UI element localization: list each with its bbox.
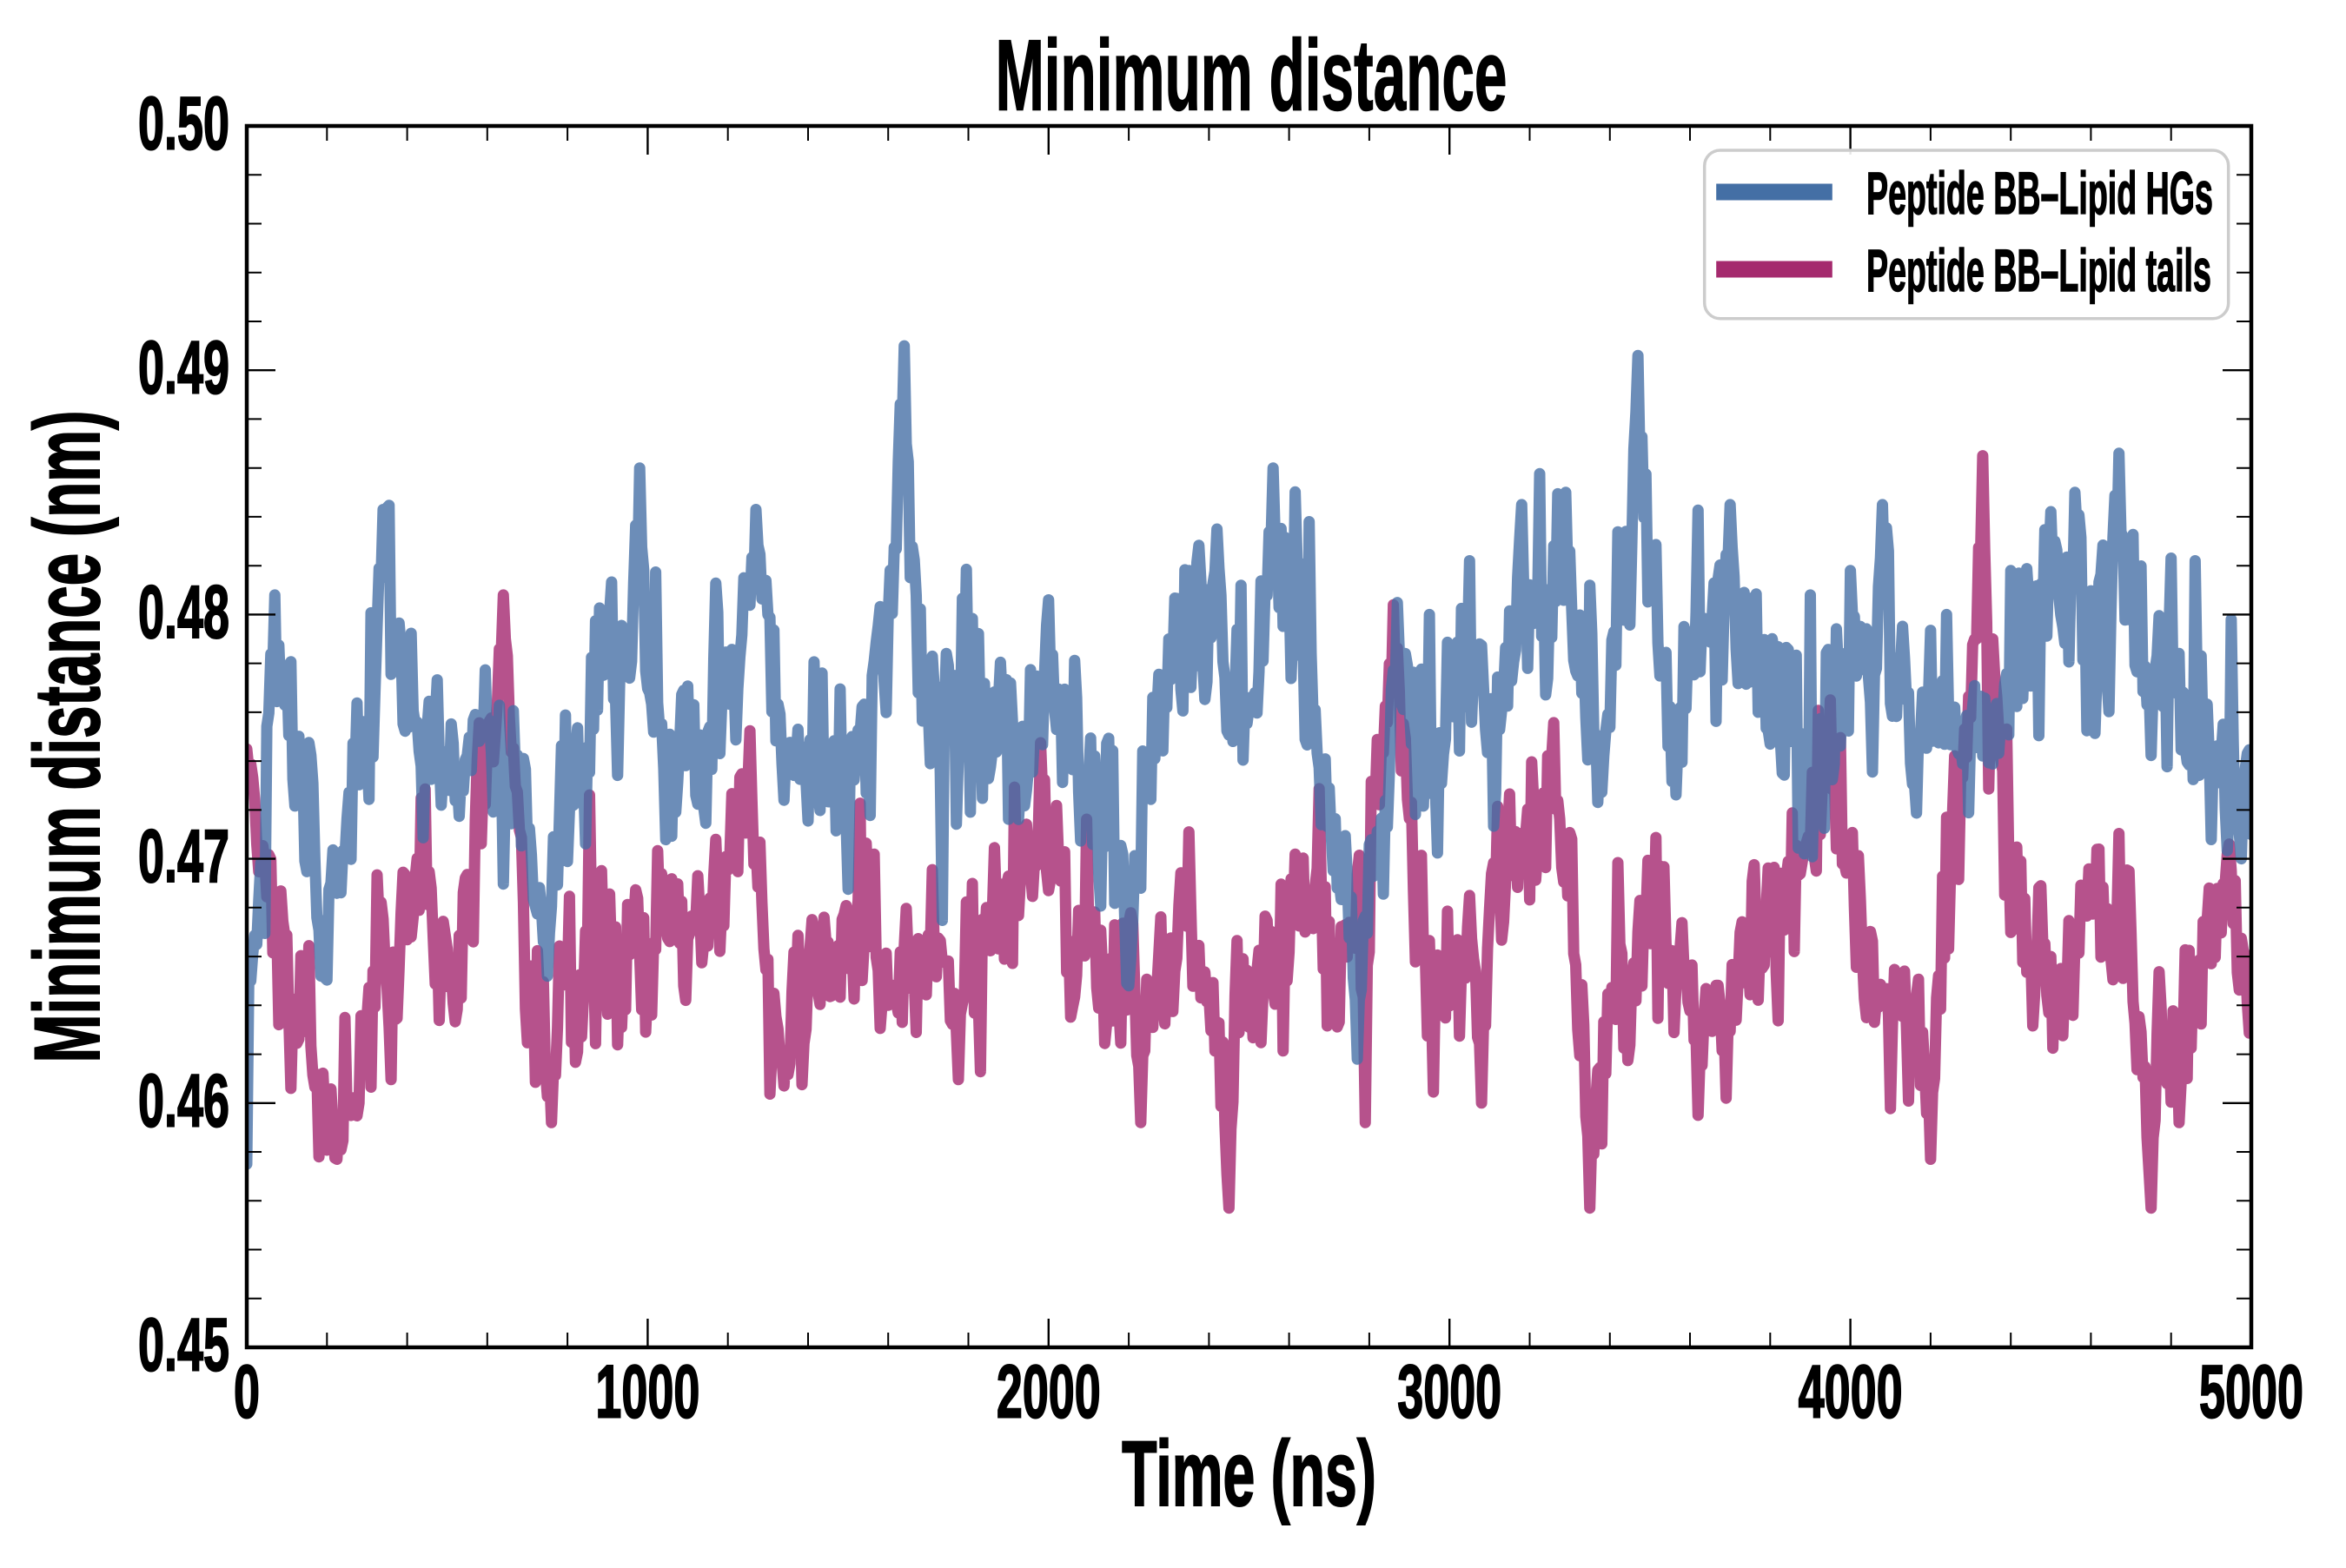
svg-text:0.47: 0.47 [138, 815, 229, 898]
svg-text:0.48: 0.48 [138, 571, 229, 654]
svg-text:3000: 3000 [1397, 1351, 1501, 1434]
svg-text:Minimum distance: Minimum distance [996, 19, 1508, 132]
svg-text:5000: 5000 [2199, 1351, 2303, 1434]
svg-text:0: 0 [234, 1351, 260, 1434]
svg-text:0.45: 0.45 [138, 1304, 229, 1387]
svg-text:2000: 2000 [997, 1351, 1101, 1434]
svg-text:0.49: 0.49 [138, 327, 229, 410]
svg-text:4000: 4000 [1799, 1351, 1903, 1434]
svg-text:Peptide BB–Lipid tails: Peptide BB–Lipid tails [1866, 237, 2211, 304]
svg-text:Minimum distance (nm): Minimum distance (nm) [15, 411, 119, 1063]
svg-text:Time (ns): Time (ns) [1122, 1421, 1376, 1525]
svg-text:0.50: 0.50 [138, 83, 229, 166]
svg-text:0.46: 0.46 [138, 1060, 229, 1143]
svg-text:1000: 1000 [595, 1351, 699, 1434]
svg-text:Peptide BB–Lipid HGs: Peptide BB–Lipid HGs [1866, 160, 2213, 227]
